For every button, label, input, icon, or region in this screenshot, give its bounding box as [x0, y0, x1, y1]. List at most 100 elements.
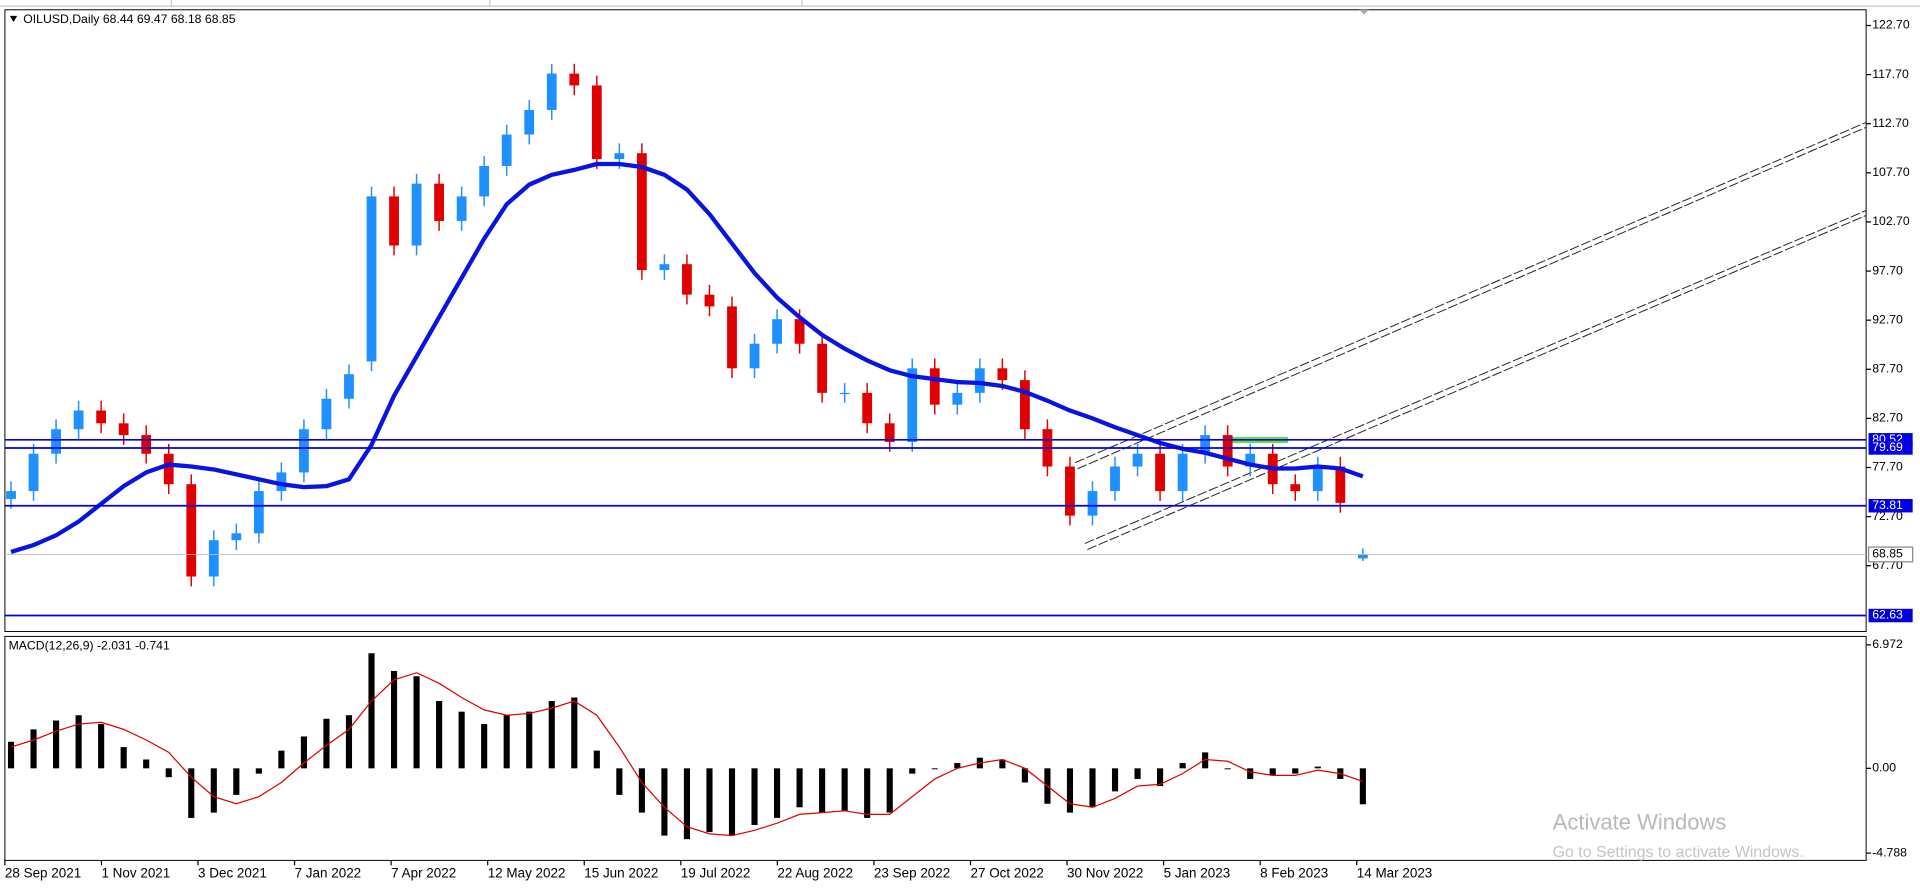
- y-tick-label: 87.70: [1872, 362, 1903, 376]
- macd-bar: [188, 768, 195, 818]
- candle-body: [749, 343, 760, 369]
- candle-body: [344, 374, 354, 399]
- candle-body: [434, 183, 444, 221]
- macd-bar: [706, 768, 713, 833]
- level-box: [1868, 608, 1913, 623]
- macd-bar: [728, 768, 736, 836]
- macd-title: MACD(12,26,9) -2.031 -0.741: [9, 638, 170, 652]
- macd-bar: [864, 768, 871, 818]
- level-box: [1868, 498, 1913, 513]
- macd-bar: [774, 768, 781, 818]
- macd-bar: [526, 711, 533, 769]
- macd-bar: [841, 768, 848, 811]
- y-tick-label: 117.70: [1872, 67, 1909, 81]
- candle-body: [299, 429, 309, 473]
- candle-body: [276, 472, 287, 492]
- chart-title: OILUSD,Daily 68.44 69.47 68.18 68.85: [23, 12, 235, 26]
- macd-bar: [7, 741, 15, 769]
- candle-body: [1200, 435, 1211, 454]
- candle-body: [366, 196, 377, 362]
- macd-bar: [98, 724, 105, 769]
- y-tick-label: 0.00: [1872, 761, 1896, 775]
- signal-line: [10, 672, 1364, 837]
- x-tick-label: 1 Nov 2021: [101, 865, 170, 880]
- candle-body: [997, 368, 1008, 381]
- candle-body: [1290, 484, 1301, 492]
- candle-body: [96, 410, 107, 424]
- shift-marker: [1359, 9, 1369, 15]
- candle-body: [1020, 380, 1030, 430]
- trend-channels: [1074, 121, 1867, 550]
- macd-bar: [368, 653, 375, 769]
- macd-bar: [503, 715, 510, 769]
- macd-bar: [436, 701, 443, 769]
- x-tick-label: 3 Dec 2021: [198, 865, 267, 880]
- macd-bar: [1359, 768, 1366, 805]
- x-tick-label: 14 Mar 2023: [1357, 865, 1433, 880]
- macd-bar: [481, 724, 488, 769]
- macd-bar: [255, 768, 262, 774]
- macd-bar: [413, 676, 420, 769]
- y-tick-label: 77.70: [1872, 460, 1903, 474]
- candle-body: [929, 368, 940, 405]
- candle-body: [51, 429, 61, 454]
- level-label: 79.69: [1872, 440, 1903, 454]
- y-tick-label: 97.70: [1872, 263, 1903, 277]
- candle-body: [907, 368, 918, 442]
- x-tick-label: 8 Feb 2023: [1260, 865, 1328, 880]
- x-tick-label: 22 Aug 2022: [777, 865, 853, 880]
- macd-bar: [638, 768, 645, 813]
- current-price-label: 68.85: [1872, 547, 1903, 561]
- y-tick-label: 122.70: [1872, 18, 1910, 32]
- watermark: Activate Windows: [1553, 810, 1727, 835]
- macd-bar: [345, 715, 353, 769]
- macd-bar: [1292, 768, 1299, 774]
- candle-body: [727, 306, 737, 369]
- candle-body: [524, 109, 535, 135]
- macd-bar: [1224, 768, 1231, 770]
- candle-body: [1177, 453, 1188, 492]
- macd-bar: [210, 768, 217, 813]
- candle-body: [1110, 466, 1120, 492]
- macd-bar: [683, 768, 690, 840]
- candle-body: [28, 453, 39, 492]
- candle-body: [659, 264, 670, 271]
- macd-bar: [390, 670, 398, 769]
- macd-bar: [323, 718, 330, 769]
- candle-body: [208, 540, 219, 577]
- x-tick-label: 5 Jan 2023: [1164, 865, 1231, 880]
- macd-bar: [165, 768, 172, 778]
- candle-body: [546, 73, 557, 110]
- candle-body: [1065, 466, 1075, 516]
- level-box: [1868, 441, 1913, 455]
- channel-line: [1074, 121, 1867, 464]
- x-tick-label: 12 May 2022: [488, 865, 566, 880]
- macd-bar: [999, 759, 1006, 769]
- macd-bar: [616, 768, 623, 795]
- macd-panel: [4, 635, 1867, 861]
- candle-body: [1245, 453, 1256, 467]
- candle-body: [884, 423, 895, 442]
- candle-body: [141, 435, 152, 454]
- macd-bar: [1021, 768, 1028, 783]
- candle-body: [974, 368, 985, 393]
- candle-body: [1312, 466, 1323, 492]
- macd-bar: [1179, 763, 1186, 769]
- watermark: Go to Settings to activate Windows.: [1553, 844, 1804, 861]
- macd-bar: [30, 729, 37, 769]
- candle-body: [118, 423, 129, 436]
- candle-body: [6, 491, 16, 499]
- candle-body: [253, 491, 264, 534]
- candle-body: [636, 153, 647, 271]
- channel-line: [1084, 210, 1867, 544]
- candle-body: [569, 73, 580, 86]
- x-tick-label: 28 Sep 2021: [5, 865, 81, 880]
- candle-body: [772, 319, 782, 344]
- macd-bar: [75, 715, 82, 769]
- x-tick-label: 27 Oct 2022: [970, 865, 1043, 880]
- candle-body: [952, 392, 963, 405]
- candle-body: [591, 85, 602, 160]
- macd-bar: [143, 759, 150, 769]
- candle-body: [1222, 435, 1233, 467]
